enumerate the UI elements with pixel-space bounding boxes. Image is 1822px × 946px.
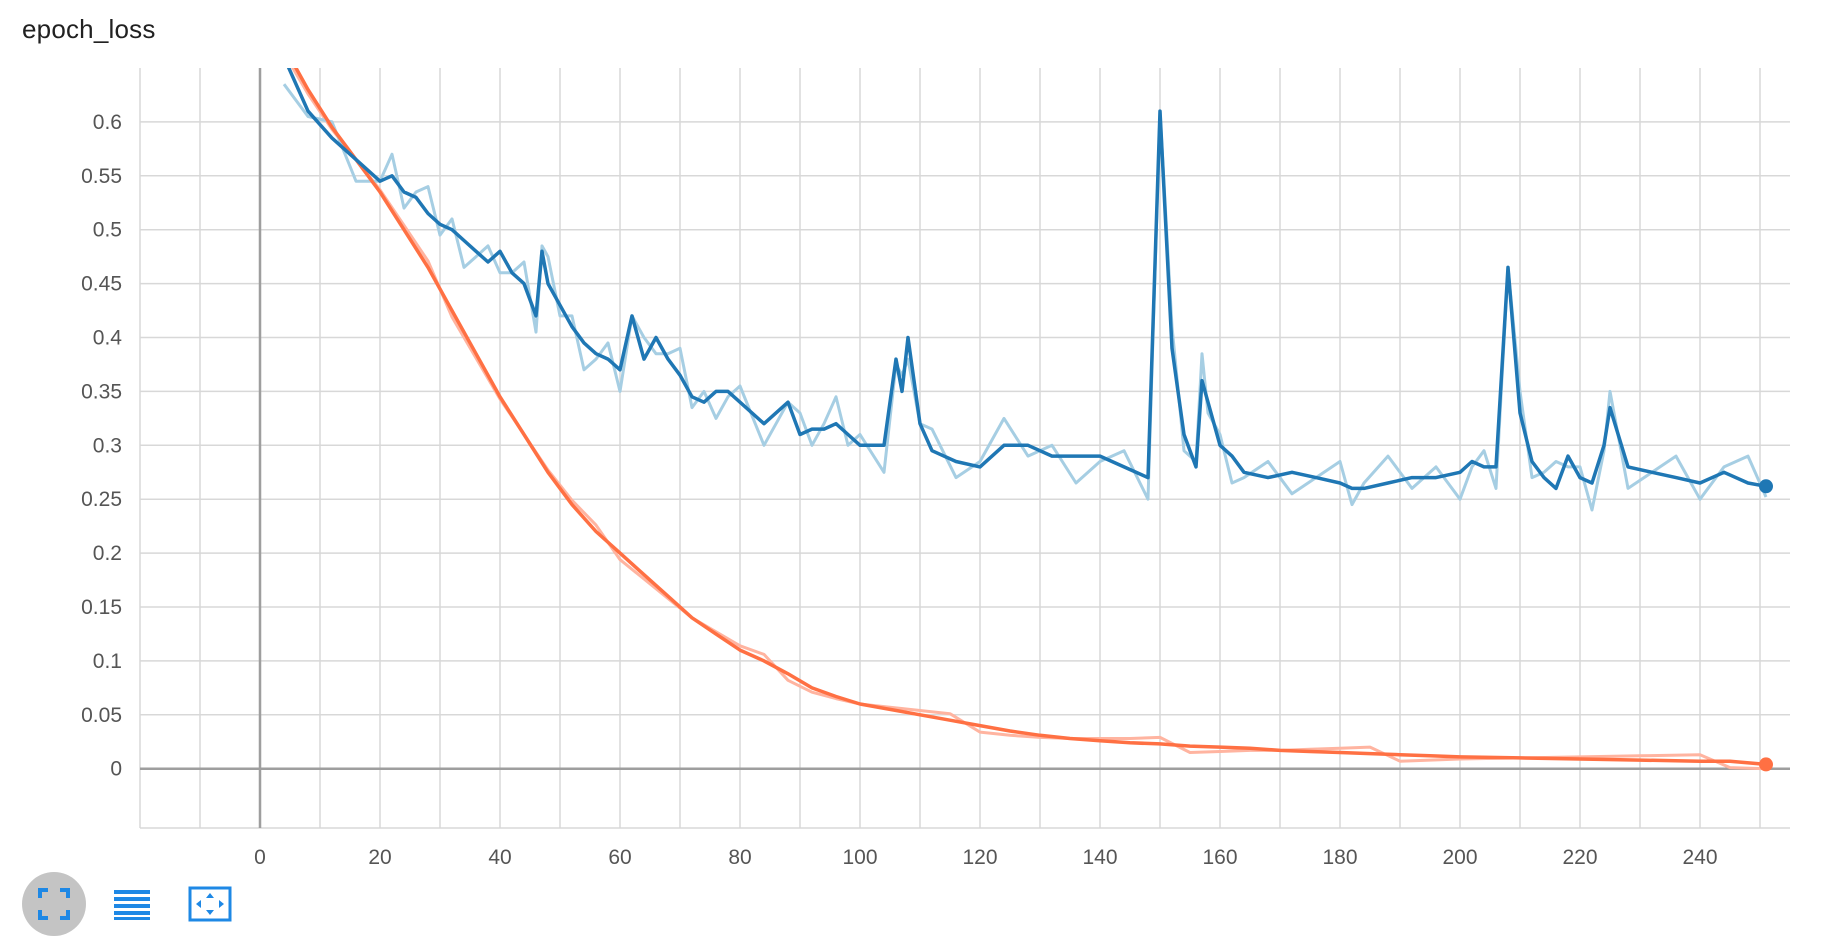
y-tick-label: 0.1: [93, 650, 122, 673]
y-tick-label: 0.15: [81, 596, 122, 619]
x-tick-label: 40: [488, 846, 511, 869]
chart-toolbar: [22, 872, 242, 936]
expand-icon: [38, 888, 70, 920]
series-2-line: [293, 68, 1767, 767]
series-1-end-point: [1759, 479, 1773, 494]
list-icon: [114, 890, 150, 920]
y-tick-label: 0.2: [93, 542, 122, 565]
y-tick-label: 0.6: [93, 111, 122, 134]
y-tick-label: 0: [110, 758, 122, 781]
x-tick-label: 100: [842, 846, 877, 869]
y-tick-label: 0.25: [81, 488, 122, 511]
x-tick-label: 20: [368, 846, 391, 869]
x-tick-label: 0: [254, 846, 266, 869]
x-tick-label: 180: [1322, 846, 1357, 869]
toggle-log-button[interactable]: [100, 872, 164, 936]
y-tick-label: 0.4: [93, 327, 123, 350]
x-tick-label: 60: [608, 846, 631, 869]
fit-domain-button[interactable]: [22, 872, 86, 936]
series-2-end-point: [1759, 757, 1773, 772]
y-tick-label: 0.35: [81, 380, 122, 403]
y-tick-label: 0.45: [81, 273, 122, 296]
series-group: [282, 68, 1768, 771]
y-tick-label: 0.3: [93, 434, 122, 457]
x-tick-label: 240: [1682, 846, 1717, 869]
x-tick-label: 160: [1202, 846, 1237, 869]
fit-screen-button[interactable]: [178, 872, 242, 936]
y-tick-label: 0.55: [81, 165, 122, 188]
chart-title: epoch_loss: [22, 14, 156, 44]
x-tick-label: 80: [728, 846, 751, 869]
x-tick-label: 200: [1442, 846, 1477, 869]
y-tick-label: 0.5: [93, 219, 122, 242]
series-1-line: [286, 68, 1767, 491]
fit-to-screen-icon: [188, 886, 232, 922]
x-tick-label: 220: [1562, 846, 1597, 869]
y-tick-label: 0.05: [81, 704, 122, 727]
x-tick-label: 120: [962, 846, 997, 869]
x-tick-label: 140: [1082, 846, 1117, 869]
series-2-raw-line: [291, 68, 1767, 771]
